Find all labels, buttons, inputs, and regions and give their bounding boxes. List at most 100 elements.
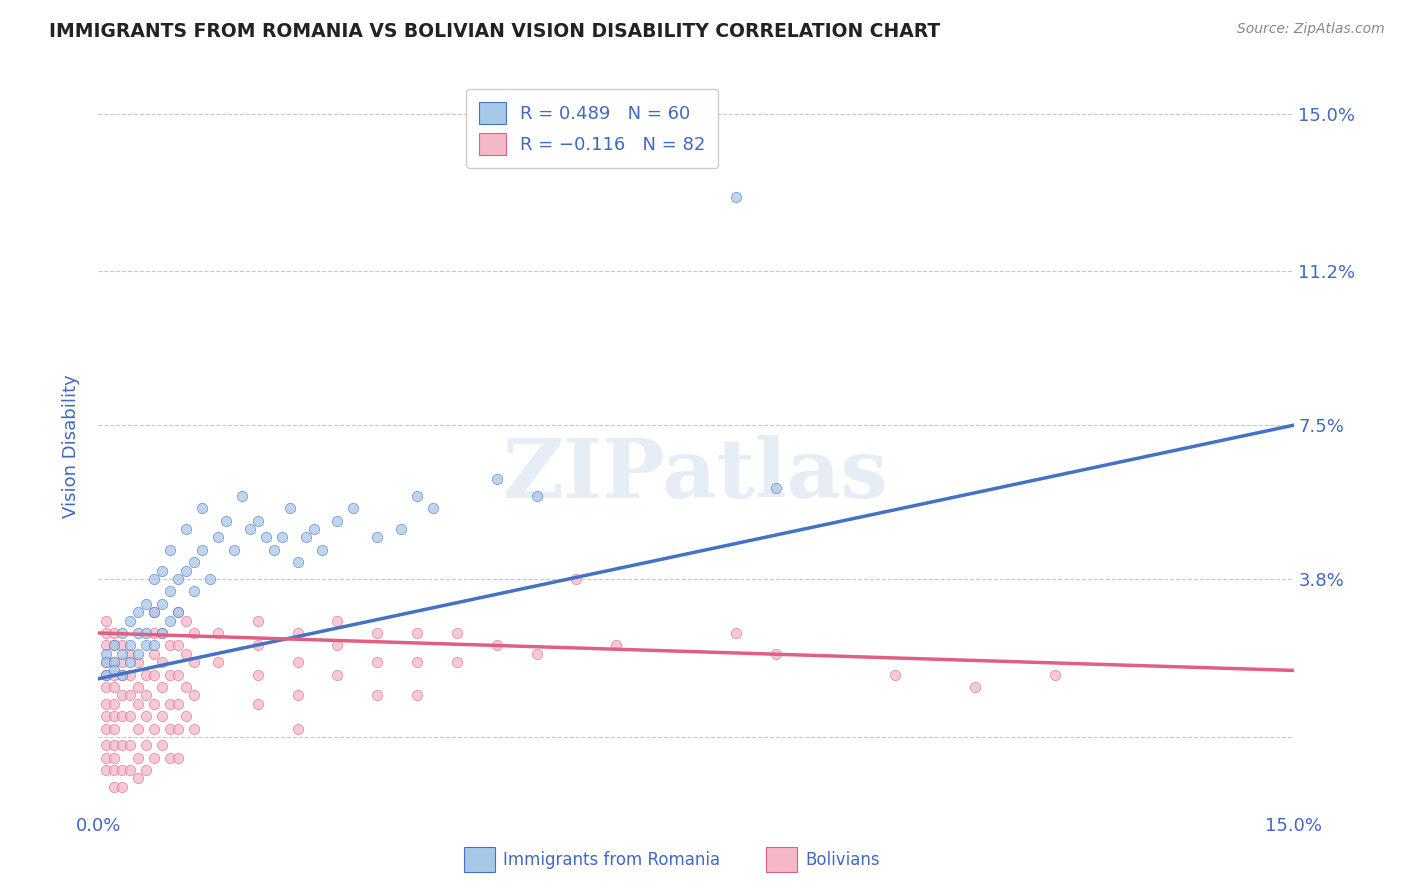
Point [287,555,309,569]
Point [103,655,125,669]
Point [183,722,205,736]
Point [207,655,229,669]
Point [565,572,588,586]
Point [183,626,205,640]
Point [127,750,149,764]
Point [526,647,548,661]
Point [167,605,190,619]
Point [366,689,388,703]
Point [96,738,118,752]
Point [191,501,214,516]
Point [103,639,125,653]
Point [135,639,157,653]
Point [120,647,142,661]
Point [287,655,309,669]
Point [111,738,134,752]
Point [884,667,907,681]
Point [135,738,157,752]
Point [159,584,181,599]
Point [167,572,190,586]
Point [111,709,134,723]
Point [239,522,262,536]
Point [103,697,125,711]
Point [111,639,134,653]
Point [150,597,173,611]
Point [111,647,134,661]
Point [287,626,309,640]
Point [127,655,149,669]
Point [103,722,125,736]
Point [96,655,118,669]
Point [294,530,316,544]
Point [111,626,134,640]
Point [326,514,349,528]
Point [765,481,787,495]
Point [326,614,349,628]
Point [167,697,190,711]
Point [270,530,292,544]
Point [120,639,142,653]
Point [143,667,166,681]
Point [135,763,157,777]
Point [120,689,142,703]
Point [127,680,149,694]
Text: IMMIGRANTS FROM ROMANIA VS BOLIVIAN VISION DISABILITY CORRELATION CHART: IMMIGRANTS FROM ROMANIA VS BOLIVIAN VISI… [49,22,941,41]
Point [127,772,149,786]
Point [389,522,412,536]
Point [150,709,173,723]
Point [135,626,157,640]
Point [963,680,986,694]
Point [207,530,229,544]
Point [127,605,149,619]
Point [326,639,349,653]
Point [111,667,134,681]
Point [111,763,134,777]
Point [103,667,125,681]
Point [96,614,118,628]
Point [246,639,269,653]
Point [765,647,787,661]
Point [135,667,157,681]
Text: ZIPatlas: ZIPatlas [503,435,889,516]
Point [103,626,125,640]
Point [254,530,277,544]
Point [143,639,166,653]
Point [231,489,253,503]
Point [96,639,118,653]
Point [127,647,149,661]
Point [143,722,166,736]
Point [120,738,142,752]
Point [246,614,269,628]
Point [174,709,197,723]
Point [143,697,166,711]
Point [167,605,190,619]
Point [96,763,118,777]
Text: Bolivians: Bolivians [806,851,880,869]
Point [143,626,166,640]
Point [207,626,229,640]
Point [485,472,508,486]
Point [111,667,134,681]
Point [127,722,149,736]
Y-axis label: Vision Disability: Vision Disability [62,374,80,518]
Point [120,763,142,777]
Point [159,639,181,653]
Point [103,680,125,694]
Point [150,626,173,640]
Point [287,689,309,703]
Point [302,522,325,536]
Point [167,667,190,681]
Point [167,750,190,764]
Point [96,647,118,661]
Point [120,655,142,669]
Point [183,655,205,669]
Point [183,555,205,569]
Point [366,530,388,544]
Point [183,584,205,599]
Point [174,564,197,578]
Point [263,542,285,557]
Point [485,639,508,653]
Point [127,626,149,640]
Point [96,709,118,723]
Legend: R = 0.489   N = 60, R = −0.116   N = 82: R = 0.489 N = 60, R = −0.116 N = 82 [465,89,718,168]
